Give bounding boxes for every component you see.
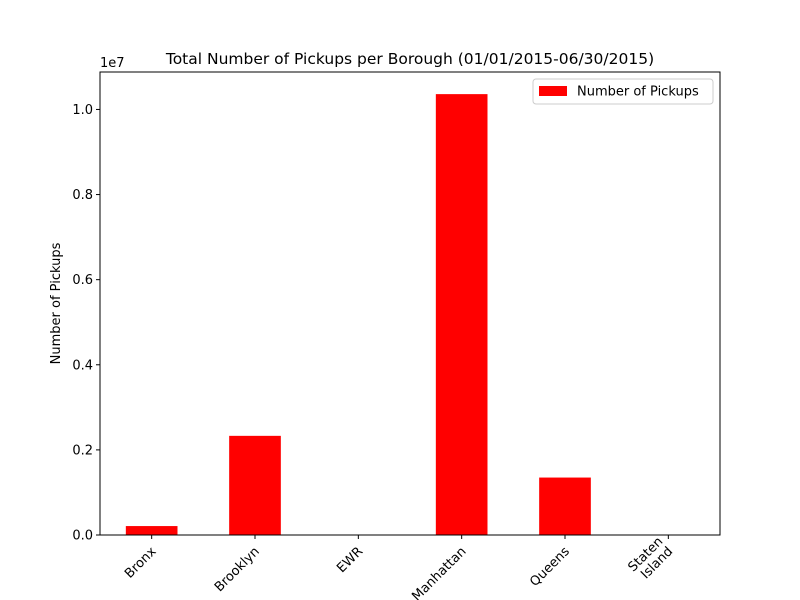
x-tick-label: Manhattan bbox=[409, 544, 469, 600]
x-tick-label: StatenIsland bbox=[625, 534, 676, 585]
x-tick-label: Brooklyn bbox=[212, 544, 263, 595]
legend-box bbox=[532, 78, 714, 105]
bar bbox=[435, 94, 488, 536]
y-tick-label: 0.2 bbox=[72, 443, 93, 458]
y-axis-ticks: 0.0 0.2 0.4 0.6 0.8 1.0 bbox=[72, 103, 100, 544]
y-tick-label: 0.6 bbox=[72, 273, 93, 288]
y-tick-label: 0.4 bbox=[72, 358, 93, 373]
bar bbox=[539, 477, 591, 535]
x-tick-label: Queens bbox=[527, 544, 573, 590]
y-tick-label: 0.0 bbox=[72, 529, 93, 544]
bars-group bbox=[125, 94, 591, 536]
legend-swatch bbox=[539, 86, 567, 96]
bar bbox=[229, 435, 281, 535]
chart-title: Total Number of Pickups per Borough (01/… bbox=[165, 50, 654, 68]
x-tick-label: EWR bbox=[334, 544, 366, 576]
bar bbox=[125, 526, 178, 535]
y-tick-label: 0.8 bbox=[72, 188, 93, 203]
x-tick-label: Bronx bbox=[122, 544, 160, 582]
y-axis-offset-label: 1e7 bbox=[100, 56, 125, 71]
plot-area-frame bbox=[99, 71, 721, 536]
y-tick-label: 1.0 bbox=[72, 103, 93, 118]
legend: Number of Pickups bbox=[532, 78, 714, 105]
y-axis-label: Number of Pickups bbox=[49, 242, 64, 364]
x-axis-ticks: Bronx Brooklyn EWR Manhattan Queens StatenIsl… bbox=[122, 534, 676, 600]
legend-label: Number of Pickups bbox=[577, 85, 699, 100]
